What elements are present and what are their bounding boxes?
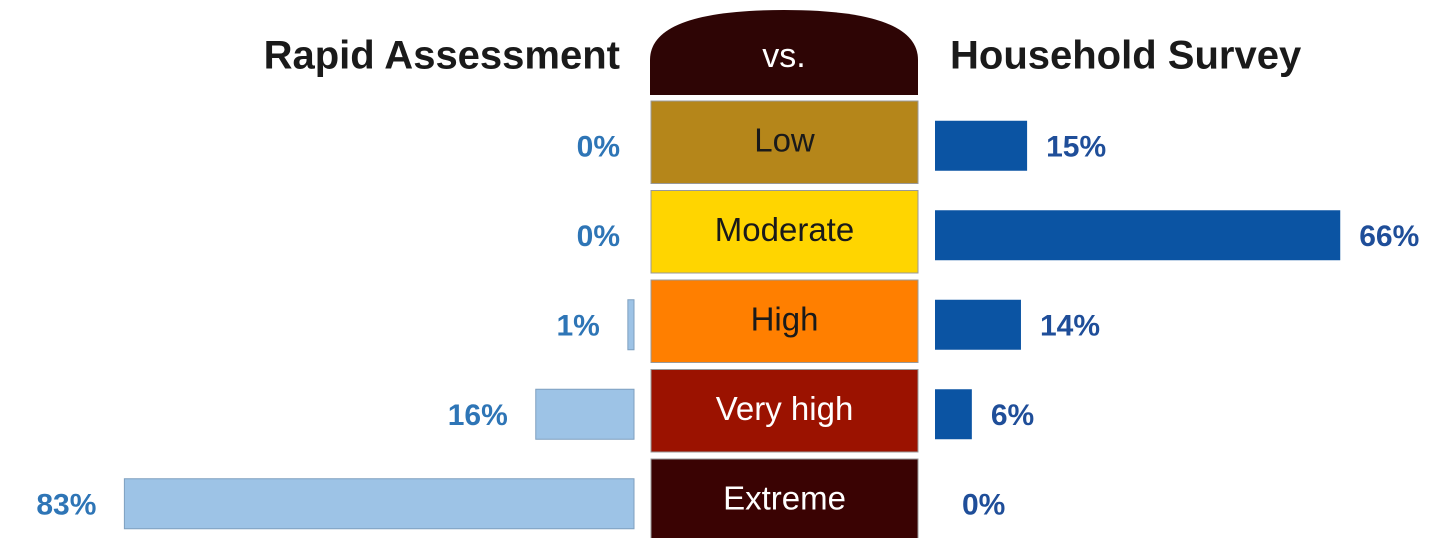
value-label: 15%	[1046, 131, 1106, 164]
header-dome	[650, 10, 918, 95]
category-label: Moderate	[715, 211, 854, 248]
value-label: 0%	[577, 220, 620, 253]
category-label: Extreme	[723, 479, 846, 516]
value-label: 66%	[1359, 220, 1419, 253]
right-title: Household Survey	[950, 34, 1302, 78]
bar	[935, 299, 1021, 350]
category-label: Very high	[716, 390, 854, 427]
category-box	[650, 190, 919, 274]
bar	[935, 210, 1341, 261]
value-label: 16%	[448, 399, 508, 432]
value-label: 83%	[36, 489, 96, 522]
left-title: Rapid Assessment	[264, 34, 620, 78]
bar	[535, 388, 635, 440]
bar	[935, 120, 1028, 171]
bar	[935, 389, 972, 440]
category-box	[650, 458, 919, 538]
category-box	[650, 279, 919, 363]
bar	[123, 478, 635, 530]
value-label: 1%	[557, 310, 600, 343]
category-label: Low	[754, 121, 815, 158]
center-label: vs.	[762, 37, 805, 75]
value-label: 0%	[577, 131, 620, 164]
value-label: 6%	[991, 399, 1034, 432]
value-label: 14%	[1040, 310, 1100, 343]
category-box	[650, 100, 919, 184]
bar	[627, 299, 635, 351]
category-box	[650, 369, 919, 453]
value-label: 0%	[962, 489, 1005, 522]
category-label: High	[751, 300, 819, 337]
